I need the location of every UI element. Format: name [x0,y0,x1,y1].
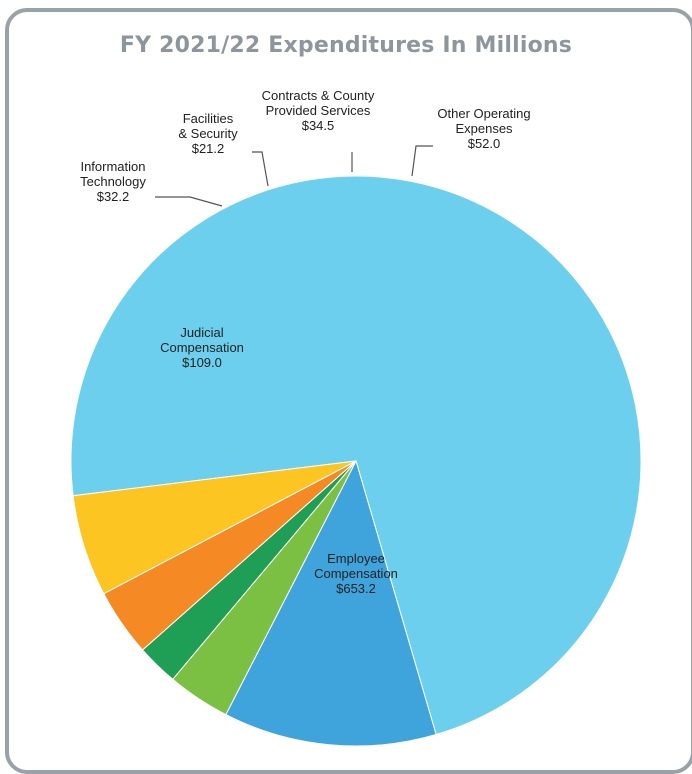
slice-label: Facilities & Security $21.2 [178,111,238,156]
slice-name-line: Facilities [183,111,234,126]
slice-value: $34.5 [302,118,335,133]
slice-label: Other Operating Expenses $52.0 [437,106,530,151]
leader-line [411,145,433,177]
slice-label: Employee Compensation $653.2 [314,551,398,596]
slice-value: $21.2 [192,141,225,156]
chart-title: FY 2021/22 Expenditures In Millions [119,32,573,58]
slice-name-line: Information [80,159,145,174]
slice-name-line: Employee [327,551,385,566]
slice-value: $109.0 [182,355,222,370]
slice-label: Judicial Compensation $109.0 [160,325,244,370]
slice-name-line: Judicial [180,325,223,340]
leader-line [155,196,223,207]
slice-name-line: Expenses [455,121,513,136]
slice-name-line: Compensation [160,340,244,355]
slice-label: Contracts & County Provided Services $34.5 [262,88,375,133]
slice-value: $52.0 [468,136,501,151]
slice-value: $32.2 [97,189,130,204]
slice-name-line: Other Operating [437,106,530,121]
slice-name-line: Compensation [314,566,398,581]
slice-name-line: & Security [178,126,238,141]
pie-slices [70,175,642,747]
slice-name-line: Technology [80,174,146,189]
pie-slice [72,460,357,595]
leader-lines [155,145,433,207]
pie-slice [225,459,437,747]
chart-title-bar: FY 2021/22 Expenditures In Millions [10,10,682,80]
slice-value: $653.2 [336,581,376,596]
slice-name-line: Contracts & County [262,88,375,103]
pie-slice [70,175,642,736]
slice-name-line: Provided Services [266,103,371,118]
leader-line [252,151,269,187]
slice-label: Information Technology $32.2 [80,159,146,204]
